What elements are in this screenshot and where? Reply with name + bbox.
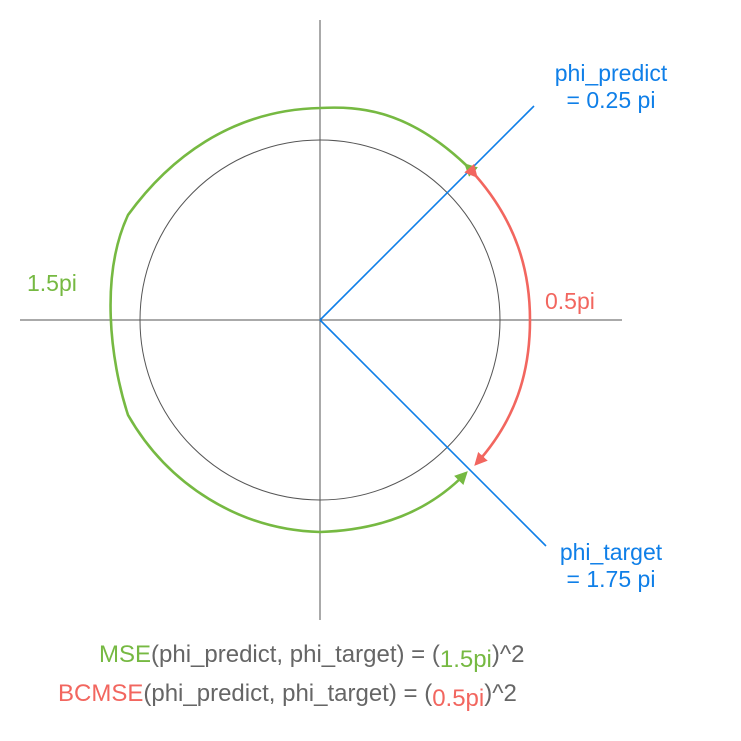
phi-predict-vector: [319, 105, 535, 321]
phi-predict-name: phi_predict: [554, 60, 668, 86]
mse-formula-name: MSE: [99, 641, 152, 668]
bcmse-arc: [464, 163, 532, 466]
phi-predict-label: phi_predict = 0.25 pi: [526, 60, 696, 114]
phi-target-vector: [319, 319, 547, 547]
mse-formula-suffix: )^2: [491, 641, 525, 668]
bcmse-formula-value: 0.5pi: [432, 685, 485, 712]
phi-target-value: = 1.75 pi: [566, 566, 656, 592]
mse-formula: MSE(phi_predict, phi_target) = (1.5pi)^2: [99, 640, 525, 673]
bcmse-arc-label: 0.5pi: [545, 288, 595, 314]
bcmse-formula: BCMSE(phi_predict, phi_target) = (0.5pi)…: [58, 679, 517, 712]
mse-formula-value: 1.5pi: [439, 646, 492, 673]
bcmse-formula-name: BCMSE: [58, 680, 144, 707]
mse-arc: [109, 106, 479, 534]
unit-circle: [139, 139, 501, 501]
mse-arc-label: 1.5pi: [27, 270, 77, 296]
phi-predict-value: = 0.25 pi: [566, 87, 656, 113]
bcmse-formula-suffix: )^2: [484, 680, 517, 707]
bcmse-formula-args: (phi_predict, phi_target) = (: [143, 680, 433, 707]
mse-formula-args: (phi_predict, phi_target) = (: [151, 641, 440, 668]
phi-target-name: phi_target: [559, 539, 663, 565]
phi-target-label: phi_target = 1.75 pi: [526, 539, 696, 593]
